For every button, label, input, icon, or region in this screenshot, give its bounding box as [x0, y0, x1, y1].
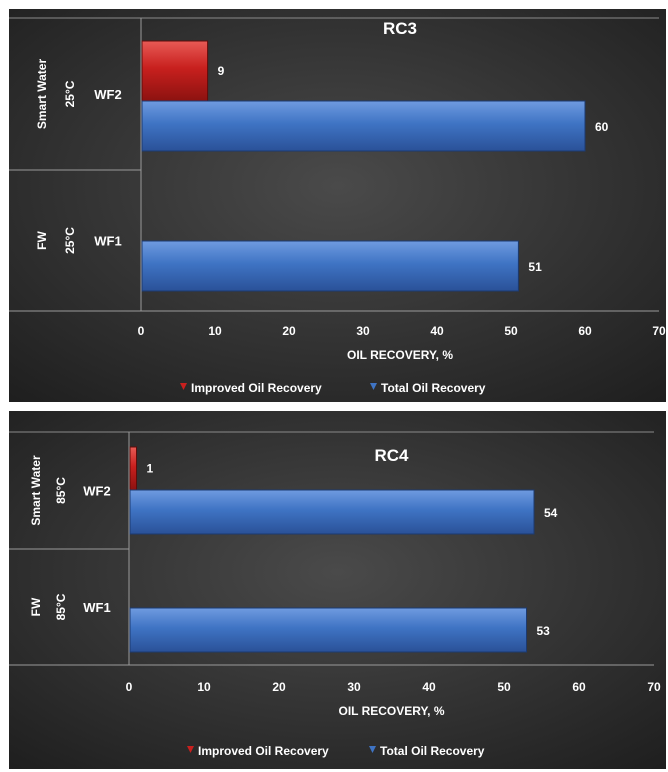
x-tick-label: 60 [572, 680, 586, 694]
chart-rc4-svg: RC4 Smart Water 85°C WF2 1 54 FW 85°C WF1 53 0 10 20… [9, 411, 666, 769]
total-oil-recovery-bar [129, 489, 535, 535]
chart-background [9, 9, 666, 402]
group-category-label: WF1 [83, 600, 110, 615]
x-axis-title: OIL RECOVERY, % [338, 704, 444, 718]
group-category-label: WF2 [83, 484, 110, 499]
improved-oil-recovery-bar [141, 40, 209, 102]
chart-title: RC4 [374, 446, 409, 465]
total-data-label: 51 [528, 260, 542, 274]
legend-total-label: Total Oil Recovery [380, 744, 485, 758]
legend-improved-label: Improved Oil Recovery [198, 744, 329, 758]
x-tick-label: 10 [197, 680, 211, 694]
group-category-label: WF2 [94, 87, 121, 102]
group-temperature-label: 25°C [63, 227, 77, 254]
x-tick-label: 30 [347, 680, 361, 694]
chart-rc4: RC4 Smart Water 85°C WF2 1 54 FW 85°C WF1 53 0 10 20… [9, 411, 666, 769]
improved-data-label: 9 [218, 64, 225, 78]
improved-data-label: 1 [147, 462, 154, 476]
x-tick-label: 50 [497, 680, 511, 694]
total-data-label: 53 [537, 624, 551, 638]
group-category-label: WF1 [94, 234, 121, 249]
x-tick-label: 40 [430, 324, 444, 338]
x-tick-label: 50 [504, 324, 518, 338]
group-temperature-label: 85°C [54, 593, 68, 620]
chart-background [9, 411, 666, 769]
group-fluid-label: FW [29, 597, 43, 616]
legend-total-marker [370, 383, 377, 390]
legend-improved-label: Improved Oil Recovery [191, 381, 322, 395]
chart-legend: Improved Oil Recovery Total Oil Recovery [180, 381, 486, 395]
x-tick-label: 0 [126, 680, 133, 694]
x-tick-label: 60 [578, 324, 592, 338]
improved-oil-recovery-bar [129, 446, 137, 491]
legend-improved-marker [187, 746, 194, 753]
group-fluid-label: Smart Water [35, 59, 49, 130]
x-tick-label: 0 [138, 324, 145, 338]
x-tick-label: 40 [422, 680, 436, 694]
total-data-label: 60 [595, 120, 609, 134]
legend-improved-marker [180, 383, 187, 390]
chart-legend: Improved Oil Recovery Total Oil Recovery [187, 744, 485, 758]
x-tick-label: 20 [272, 680, 286, 694]
chart-rc3: RC3 Smart Water 25°C WF2 9 60 FW 25°C WF1 51 0 10 20… [9, 9, 666, 402]
chart-title: RC3 [383, 19, 417, 38]
x-tick-label: 10 [208, 324, 222, 338]
x-tick-label: 20 [282, 324, 296, 338]
total-oil-recovery-bar [141, 240, 519, 292]
chart-rc3-svg: RC3 Smart Water 25°C WF2 9 60 FW 25°C WF1 51 0 10 20… [9, 9, 666, 402]
group-fluid-label: FW [35, 230, 49, 249]
group-fluid-label: Smart Water [29, 455, 43, 526]
group-temperature-label: 25°C [63, 80, 77, 107]
total-oil-recovery-bar [129, 607, 527, 653]
legend-total-marker [369, 746, 376, 753]
legend-total-label: Total Oil Recovery [381, 381, 486, 395]
x-tick-label: 30 [356, 324, 370, 338]
total-data-label: 54 [544, 506, 558, 520]
x-tick-label: 70 [647, 680, 661, 694]
group-temperature-label: 85°C [54, 477, 68, 504]
x-tick-label: 70 [652, 324, 666, 338]
x-axis-title: OIL RECOVERY, % [347, 348, 453, 362]
total-oil-recovery-bar [141, 100, 586, 152]
